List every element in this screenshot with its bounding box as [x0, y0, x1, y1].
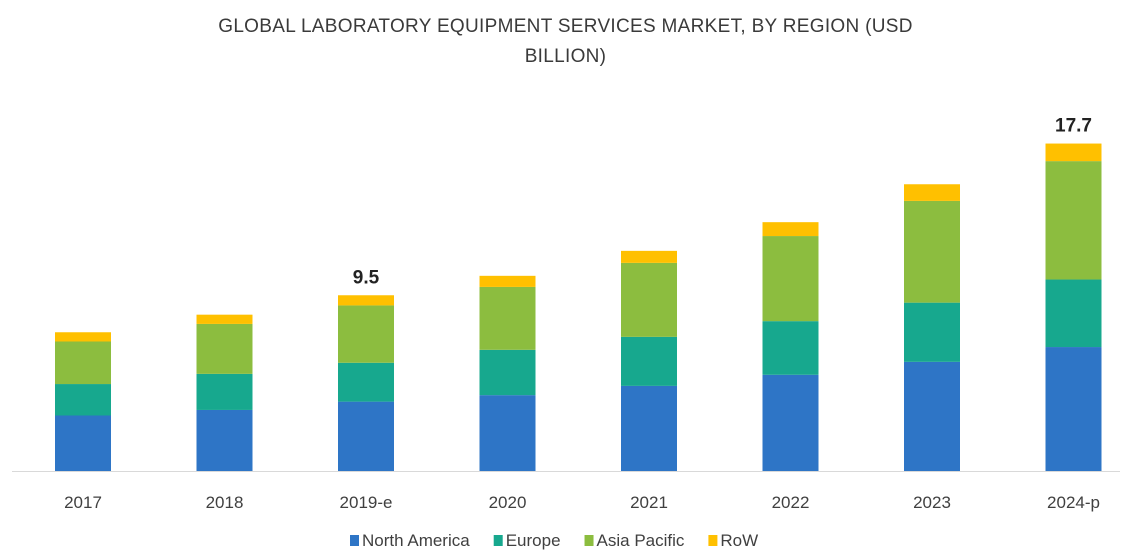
bar-segment-asia-pacific-2019-e — [338, 305, 394, 363]
x-tick-label-2021: 2021 — [630, 493, 668, 512]
x-tick-label-2018: 2018 — [206, 493, 244, 512]
bar-segment-europe-2019-e — [338, 362, 394, 402]
legend-label-asia-pacific: Asia Pacific — [597, 531, 685, 550]
legend-swatch-north-america — [350, 535, 359, 546]
x-tick-label-2019-e: 2019-e — [340, 493, 393, 512]
bar-segment-europe-2020 — [479, 349, 536, 396]
bar-segment-row-2020 — [479, 275, 536, 287]
bar-segment-asia-pacific-2024-p — [1045, 161, 1102, 280]
bar-segment-row-2018 — [196, 314, 253, 324]
bar-segment-row-2019-e — [338, 295, 394, 306]
bar-segment-asia-pacific-2021 — [621, 262, 677, 337]
x-tick-label-2017: 2017 — [64, 493, 102, 512]
bar-segment-north-america-2019-e — [338, 401, 394, 471]
legend-label-north-america: North America — [362, 531, 470, 550]
legend-swatch-asia-pacific — [584, 535, 594, 546]
x-tick-label-2023: 2023 — [913, 493, 951, 512]
legend-swatch-row — [708, 535, 718, 546]
data-label-2019-e: 9.5 — [353, 267, 380, 288]
bar-segment-north-america-2022 — [762, 374, 819, 471]
bar-segment-north-america-2021 — [621, 385, 677, 471]
bar-segment-europe-2022 — [762, 321, 819, 375]
bar-segment-asia-pacific-2017 — [55, 341, 111, 385]
bar-segment-europe-2018 — [196, 373, 253, 410]
chart-title-line-1: GLOBAL LABORATORY EQUIPMENT SERVICES MAR… — [218, 16, 913, 37]
bar-segment-asia-pacific-2023 — [904, 200, 960, 303]
bar-segment-north-america-2020 — [479, 395, 536, 471]
bar-segment-row-2021 — [621, 250, 677, 263]
bar-segment-asia-pacific-2022 — [762, 236, 819, 322]
bar-segment-north-america-2024-p — [1045, 347, 1102, 471]
bar-segment-row-2023 — [904, 184, 960, 201]
legend-label-row: RoW — [720, 531, 758, 550]
bar-segment-north-america-2017 — [55, 415, 111, 471]
x-tick-label-2022: 2022 — [772, 493, 810, 512]
legend-swatch-europe — [493, 535, 503, 546]
x-tick-label-2020: 2020 — [489, 493, 527, 512]
bar-segment-row-2022 — [762, 222, 819, 237]
legend-label-europe: Europe — [506, 531, 561, 550]
data-label-2024-p: 17.7 — [1055, 116, 1092, 137]
x-tick-label-2024-p: 2024-p — [1047, 493, 1100, 512]
bar-segment-europe-2023 — [904, 302, 960, 362]
chart-title-line-2: BILLION) — [524, 46, 607, 67]
bar-segment-north-america-2018 — [196, 409, 253, 471]
bar-segment-asia-pacific-2018 — [196, 323, 253, 374]
bar-segment-row-2017 — [55, 332, 111, 342]
bar-segment-north-america-2023 — [904, 361, 960, 471]
bar-segment-asia-pacific-2020 — [479, 286, 536, 350]
bar-segment-europe-2021 — [621, 336, 677, 386]
bar-segment-europe-2024-p — [1045, 279, 1102, 348]
bar-segment-row-2024-p — [1045, 143, 1102, 162]
bar-segment-europe-2017 — [55, 384, 111, 416]
